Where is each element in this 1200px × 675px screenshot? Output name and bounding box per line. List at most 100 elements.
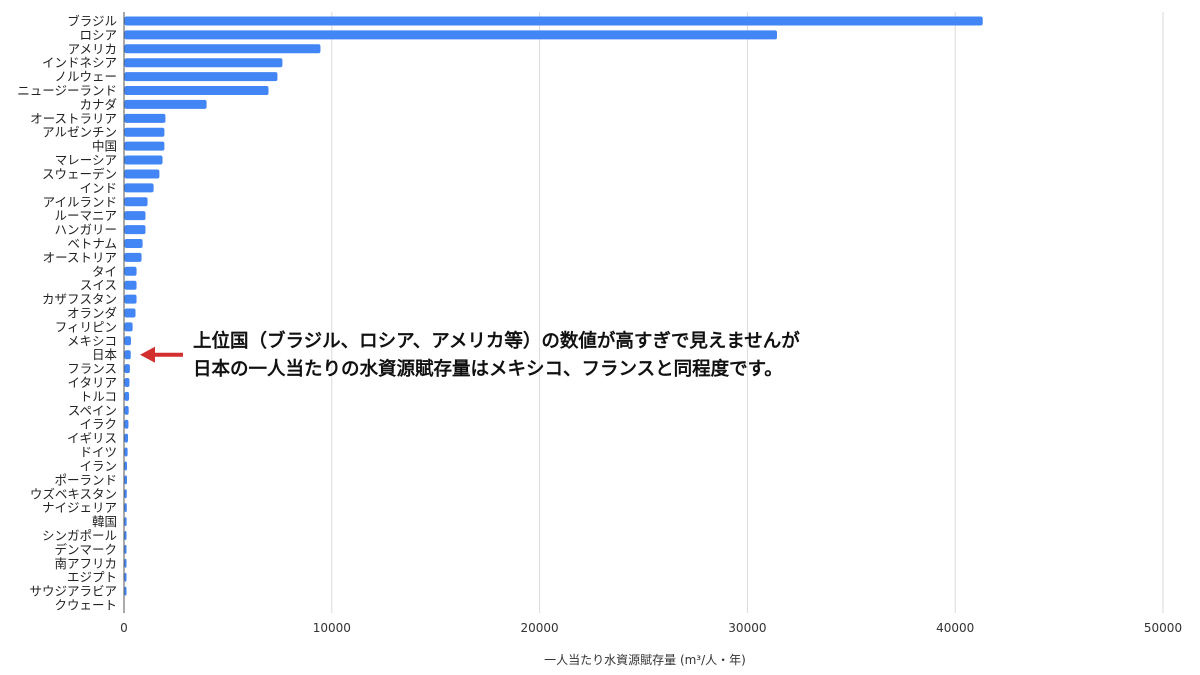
bar [124,530,127,540]
x-tick-label: 40000 [936,621,974,635]
bar [124,294,137,304]
bar [124,30,777,40]
category-label: イタリア [67,375,117,390]
bar [124,183,154,193]
bar [124,572,127,582]
bar [124,127,165,137]
annotation-arrow [140,346,183,363]
bar [124,350,131,360]
bar [124,419,129,429]
category-label: オーストラリア [30,111,117,126]
bar [124,280,137,290]
x-tick-labels: 0 10000 20000 30000 40000 50000 [120,621,1182,635]
bar [124,238,143,248]
category-label: ニュージーランド [17,83,117,98]
category-label: トルコ [80,389,117,404]
category-label: ウズベキスタン [30,486,117,501]
bar [124,586,127,596]
category-label: ベトナム [67,236,117,251]
category-label: デンマーク [54,542,117,557]
bar [124,405,129,415]
bar [124,517,127,527]
category-label: カナダ [79,97,117,112]
category-label: カザフスタン [42,292,117,307]
category-label: ポーランド [54,472,117,487]
category-label: ノルウェー [54,69,117,84]
bar [124,99,207,109]
x-tick-label: 50000 [1144,621,1182,635]
category-label: 中国 [92,139,117,154]
bar [124,141,165,151]
category-label: アメリカ [68,41,117,56]
bar [124,155,163,165]
bar [124,225,146,235]
category-label: ブラジル [67,14,117,29]
category-label: スウェーデン [42,166,117,181]
x-tick-label: 30000 [728,621,766,635]
annotation-line-2: 日本の一人当たりの水資源賦存量はメキシコ、フランスと同程度です。 [193,359,783,380]
category-label: スイス [80,278,117,293]
bar [124,44,321,54]
category-label: シンガポール [42,528,117,543]
annotation-text: 上位国（ブラジル、ロシア、アメリカ等）の数値が高すぎで見えませんが 日本の一人当… [193,328,800,384]
bar [124,336,131,346]
x-tick-label: 0 [120,621,128,635]
x-tick-label: 20000 [521,621,559,635]
category-label: クウェート [54,598,117,613]
category-label: インド [79,180,117,195]
category-label: オーストリア [43,250,117,265]
category-label: ロシア [79,27,117,42]
bar [124,489,127,499]
annotation-line-1: 上位国（ブラジル、ロシア、アメリカ等）の数値が高すぎで見えませんが [193,331,800,352]
category-label: タイ [92,264,117,279]
category-label: 日本 [92,347,118,362]
category-label: イギリス [67,431,117,446]
category-label: イラン [79,458,117,473]
category-label: 韓国 [92,514,117,529]
category-label: フランス [67,361,117,376]
category-label: オランダ [67,306,117,321]
category-label: サウジアラビア [29,584,117,599]
bars [124,16,983,596]
x-tick-label: 10000 [313,621,351,635]
bar [124,447,128,457]
category-label: ルーマニア [54,208,117,223]
category-label: アルゼンチン [42,125,117,140]
category-label: ハンガリー [54,222,117,237]
category-label: ナイジェリア [42,500,117,515]
x-axis-label: 一人当たり水資源賦存量 (m³/人・年) [544,653,746,667]
bar [124,266,137,276]
bar [124,544,127,554]
bar [124,391,130,401]
bar [124,558,127,568]
bar [124,252,142,262]
bar [124,169,160,179]
bar [124,211,146,221]
bar [124,433,129,443]
category-label: イラク [79,417,117,432]
category-label: マレーシア [55,153,117,168]
bar [124,364,130,374]
gridlines [331,12,1164,613]
bar [124,322,133,332]
category-label: 南アフリカ [54,556,117,571]
bar [124,475,127,485]
bar [124,461,127,471]
bar [124,16,983,26]
bar [124,58,283,68]
category-label: ドイツ [79,445,117,460]
category-label: フィリピン [55,319,117,334]
bar [124,86,269,96]
bar [124,503,127,513]
category-label: エジプト [67,570,117,585]
bar [124,113,166,123]
category-labels: ブラジルロシアアメリカインドネシアノルウェーニュージーランドカナダオーストラリア… [17,14,117,613]
bar [124,197,148,207]
category-label: メキシコ [67,333,117,348]
category-label: アイルランド [43,194,117,209]
category-label: スペイン [68,403,117,418]
bar [124,308,136,318]
category-label: インドネシア [42,55,117,70]
bar [124,378,130,388]
